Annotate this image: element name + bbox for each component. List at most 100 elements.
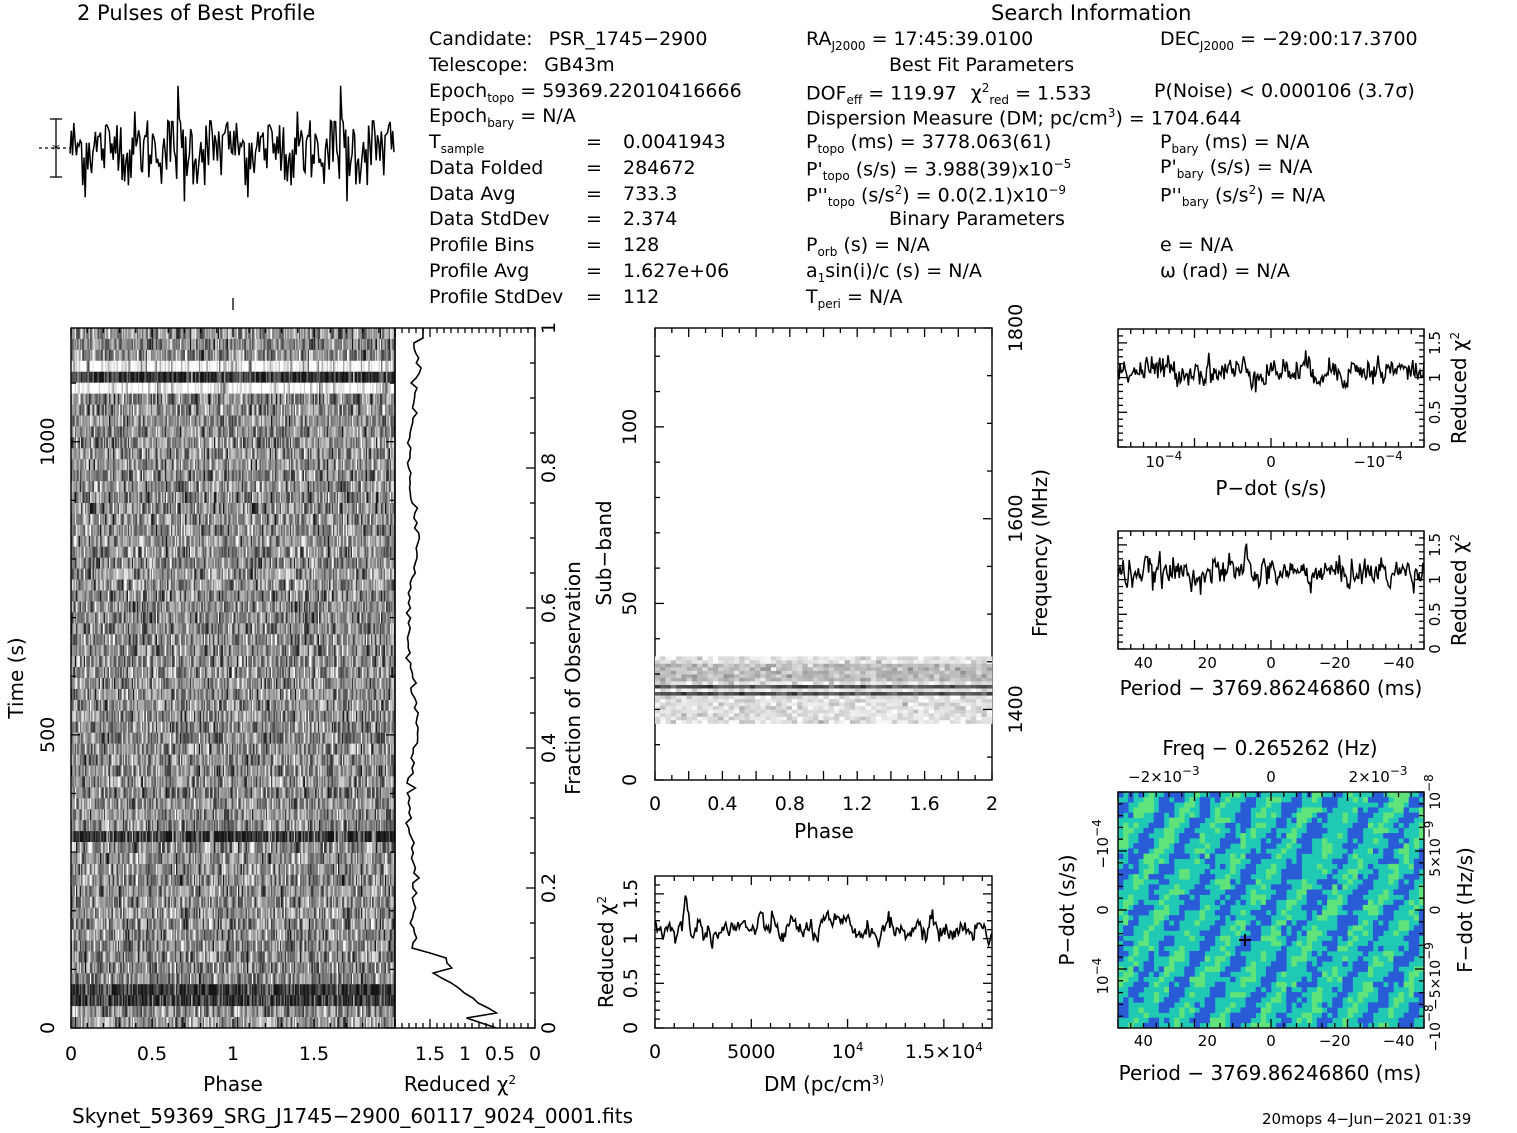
time-phase-cell <box>231 338 234 351</box>
candidate-label: Candidate: <box>429 28 533 50</box>
tperi-sub: peri <box>817 296 841 311</box>
time-phase-cell <box>72 328 74 340</box>
ra-value: = 17:45:39.0100 <box>871 28 1034 50</box>
profile-star-marker: * <box>52 140 60 159</box>
porb-label: P <box>806 234 818 256</box>
time-phase-cell <box>231 415 234 427</box>
time-phase-cell <box>231 459 234 471</box>
time-phase-cell <box>231 360 234 373</box>
chi-label: χ <box>970 82 982 105</box>
time-phase-cell <box>231 404 234 416</box>
time-phase-cell <box>73 328 76 340</box>
porb-value: (s) = N/A <box>843 234 930 256</box>
info-row-label: Data StdDev <box>429 208 550 231</box>
time-phase-cell <box>71 328 73 340</box>
time-phase-cell <box>231 448 234 460</box>
epoch-bary-label: Epoch <box>429 105 488 127</box>
time-phase-cell <box>78 328 81 340</box>
info-row-label: Profile StdDev <box>429 285 564 308</box>
pddtopo-unit: (s/s <box>860 184 895 207</box>
pddbary-unit: (s/s <box>1214 184 1249 207</box>
candidate-value: PSR_1745−2900 <box>548 28 708 50</box>
footer-filename: Skynet_59369_SRG_J1745−2900_60117_9024_0… <box>72 1104 634 1128</box>
time-phase-cell <box>231 481 234 493</box>
info-row-value: 733.3 <box>623 182 678 205</box>
tperi-value: = N/A <box>846 286 903 308</box>
a1-value: sin(i)/c (s) = N/A <box>825 260 982 282</box>
time-phase-cell <box>233 328 235 340</box>
time-phase-cell <box>231 492 234 504</box>
epoch-bary-sub: bary <box>487 115 515 130</box>
time-phase-cell <box>79 328 82 340</box>
info-row-eq: = <box>586 260 602 282</box>
info-row-value: 1.627e+06 <box>623 260 730 282</box>
dof-label: DOF <box>806 82 847 105</box>
a1-sub: 1 <box>817 270 826 285</box>
pdbary-value: (s/s) = N/A <box>1209 156 1313 178</box>
chi-sup: 2 <box>981 81 990 95</box>
ra-label: RA <box>806 28 832 50</box>
time-phase-cell <box>77 328 79 340</box>
time-phase-cell <box>240 328 243 340</box>
time-phase-cell <box>234 328 236 340</box>
pdtopo-exp: −5 <box>1053 157 1072 171</box>
info-row-eq: = <box>586 234 602 257</box>
telescope-label: Telescope: <box>429 54 529 76</box>
epoch-bary-value: = N/A <box>520 105 576 127</box>
pdbary-label: P' <box>1160 156 1177 178</box>
pdtopo-value: (s/s) = 3.988(39)x10 <box>855 158 1054 181</box>
info-row-label: Tsample <box>429 131 485 156</box>
info-row-label: Data Folded <box>429 156 544 179</box>
pbary-value: (ms) = N/A <box>1204 131 1310 153</box>
time-phase-cell <box>235 328 238 340</box>
info-row-value: 128 <box>623 234 660 257</box>
pddtopo-sup: 2 <box>894 183 903 197</box>
pdtopo-label: P' <box>806 158 823 181</box>
epoch-topo-value: = 59369.22010416666 <box>520 80 742 102</box>
best-fit-title: Best Fit Parameters <box>889 54 1075 76</box>
time-phase-cell <box>231 393 234 405</box>
time-phase-cell <box>239 328 241 340</box>
pnoise-value: P(Noise) < 0.000106 (3.7σ) <box>1154 80 1415 102</box>
info-row-label: Profile Avg <box>429 260 530 282</box>
a1-label: a <box>806 260 818 282</box>
footer-stamp: 20mops 4−Jun−2021 01:39 <box>1262 1110 1472 1128</box>
pdbary-sub: bary <box>1176 166 1204 181</box>
time-phase-cell <box>231 524 234 537</box>
time-phase-cell <box>238 328 240 340</box>
time-phase-cell <box>231 371 234 383</box>
pdtopo-sub: topo <box>822 169 850 184</box>
pddbary-value: ) = N/A <box>1256 184 1326 207</box>
info-row-eq: = <box>586 182 602 205</box>
tperi-label: T <box>806 286 818 308</box>
omega-value: ω (rad) = N/A <box>1160 260 1290 282</box>
binary-title: Binary Parameters <box>889 208 1065 230</box>
profile-title: 2 Pulses of Best Profile <box>77 1 316 25</box>
dm-line: Dispersion Measure (DM; pc/cm <box>806 107 1108 130</box>
time-phase-cell <box>231 513 234 526</box>
dec-value: = −29:00:17.3700 <box>1240 28 1418 50</box>
chi-value: = 1.533 <box>1015 82 1092 105</box>
dm-value: ) = 1704.644 <box>1115 107 1242 130</box>
pddtopo-value: ) = 0.0(2.1)x10 <box>902 184 1049 207</box>
time-phase-cell <box>231 437 234 449</box>
ecc-value: e = N/A <box>1160 234 1234 256</box>
info-row-label: Profile Bins <box>429 234 535 257</box>
pddbary-label: P'' <box>1160 184 1182 207</box>
info-row-label: Data Avg <box>429 182 516 205</box>
time-phase-cell <box>76 328 78 340</box>
pddbary-sub: bary <box>1181 195 1209 210</box>
dec-sub: J2000 <box>1199 38 1234 53</box>
pddtopo-exp: −9 <box>1048 183 1067 197</box>
info-row-value: 2.374 <box>623 208 678 231</box>
time-phase-cell <box>231 503 234 515</box>
ra-sub: J2000 <box>831 38 866 53</box>
time-phase-cell <box>74 328 77 340</box>
time-phase-cell <box>231 382 234 394</box>
pddbary-sup: 2 <box>1248 183 1257 197</box>
dm-sup: 3 <box>1107 106 1116 120</box>
pddtopo-sub: topo <box>827 195 855 210</box>
info-row-value: 284672 <box>623 156 696 179</box>
time-phase-cell <box>231 349 234 362</box>
time-phase-cell <box>231 426 234 438</box>
